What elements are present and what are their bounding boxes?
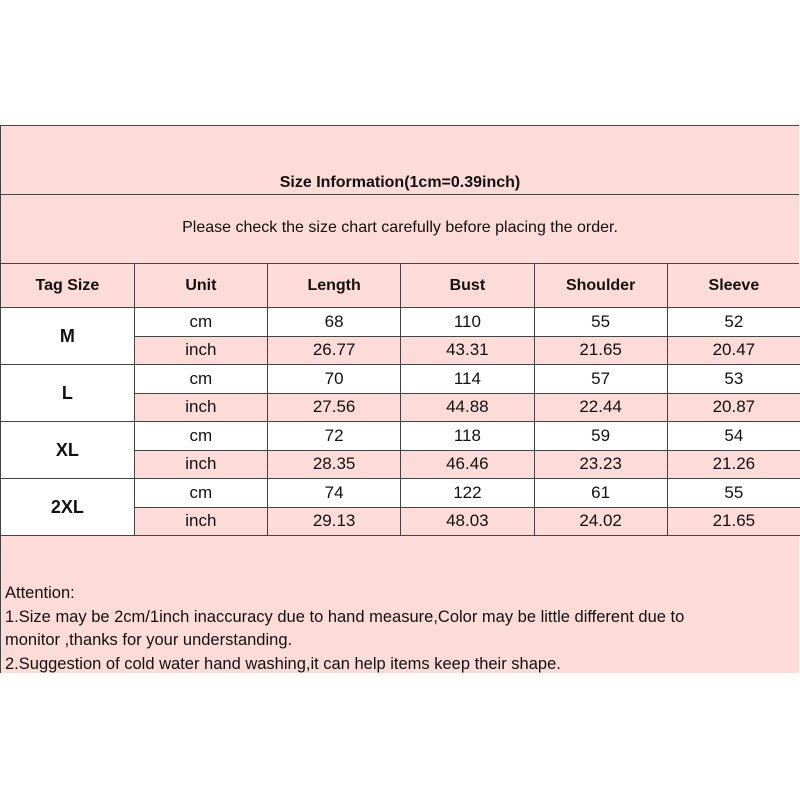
table-row: inch 29.13 48.03 24.02 21.65 (1, 506, 800, 536)
value-cell: 114 (400, 364, 535, 394)
value-cell: 52 (666, 307, 800, 337)
value-cell: 55 (533, 307, 668, 337)
value-cell: 122 (400, 478, 535, 508)
unit-cell: cm (133, 307, 269, 337)
value-cell: 70 (266, 364, 402, 394)
header-unit: Unit (133, 264, 269, 308)
value-cell: 57 (533, 364, 668, 394)
value-cell: 20.47 (666, 335, 800, 365)
unit-cell: inch (134, 335, 269, 365)
value-cell: 54 (666, 421, 800, 451)
value-cell: 74 (266, 478, 402, 508)
value-cell: 28.35 (266, 449, 402, 479)
chart-subtitle: Please check the size chart carefully be… (1, 195, 799, 264)
header-sleeve: Sleeve (666, 264, 800, 308)
header-row: Tag Size Unit Length Bust Shoulder Sleev… (1, 264, 800, 308)
value-cell: 23.23 (533, 449, 668, 479)
value-cell: 43.31 (400, 335, 535, 365)
table-row: XL cm 72 118 59 54 (1, 421, 800, 479)
value-cell: 53 (666, 364, 800, 394)
table-row: inch 28.35 46.46 23.23 21.26 (1, 449, 800, 479)
size-chart: Size Information(1cm=0.39inch) Please ch… (0, 125, 800, 673)
header-bust: Bust (400, 264, 535, 308)
value-cell: 59 (533, 421, 668, 451)
unit-cell: inch (134, 506, 269, 536)
value-cell: 68 (266, 307, 402, 337)
header-length: Length (266, 264, 402, 308)
value-cell: 44.88 (400, 392, 535, 422)
value-cell: 72 (266, 421, 402, 451)
unit-cell: inch (134, 392, 269, 422)
header-tag-size: Tag Size (1, 264, 135, 308)
value-cell: 26.77 (266, 335, 402, 365)
attention-notes: Attention: 1.Size may be 2cm/1inch inacc… (1, 536, 799, 673)
value-cell: 118 (400, 421, 535, 451)
value-cell: 55 (666, 478, 800, 508)
note-line: 1.Size may be 2cm/1inch inaccuracy due t… (5, 607, 685, 626)
tag-size-cell: 2XL (1, 478, 135, 536)
tag-size-cell: L (1, 364, 135, 422)
value-cell: 61 (533, 478, 668, 508)
size-table: Tag Size Unit Length Bust Shoulder Sleev… (1, 264, 800, 536)
notes-heading: Attention: (5, 584, 75, 602)
value-cell: 48.03 (400, 506, 535, 536)
value-cell: 20.87 (666, 392, 800, 422)
unit-cell: inch (134, 449, 269, 479)
header-shoulder: Shoulder (533, 264, 668, 308)
value-cell: 21.65 (533, 335, 668, 365)
table-row: 2XL cm 74 122 61 55 (1, 478, 800, 536)
value-cell: 29.13 (266, 506, 402, 536)
value-cell: 110 (400, 307, 535, 337)
unit-cell: cm (133, 364, 269, 394)
note-line: 2.Suggestion of cold water hand washing,… (5, 654, 561, 673)
value-cell: 21.26 (666, 449, 800, 479)
value-cell: 21.65 (666, 506, 800, 536)
value-cell: 24.02 (533, 506, 668, 536)
unit-cell: cm (133, 421, 269, 451)
tag-size-cell: XL (1, 421, 135, 479)
value-cell: 27.56 (266, 392, 402, 422)
table-row: inch 27.56 44.88 22.44 20.87 (1, 392, 800, 422)
note-line: monitor ,thanks for your understanding. (5, 631, 293, 649)
value-cell: 46.46 (400, 449, 535, 479)
tag-size-cell: M (1, 307, 135, 365)
chart-title: Size Information(1cm=0.39inch) (1, 126, 799, 195)
unit-cell: cm (133, 478, 269, 508)
value-cell: 22.44 (533, 392, 668, 422)
